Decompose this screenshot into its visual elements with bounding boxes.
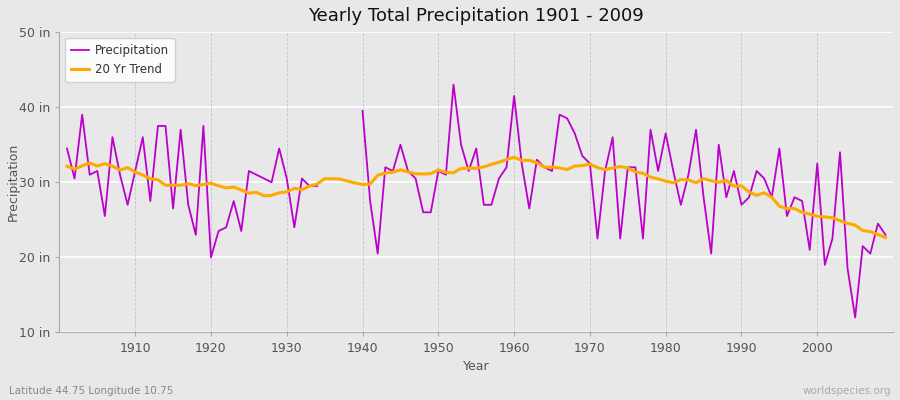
Text: worldspecies.org: worldspecies.org	[803, 386, 891, 396]
X-axis label: Year: Year	[463, 360, 490, 373]
Text: Latitude 44.75 Longitude 10.75: Latitude 44.75 Longitude 10.75	[9, 386, 174, 396]
20 Yr Trend	[501, 157, 512, 162]
20 Yr Trend	[122, 165, 133, 170]
20 Yr Trend	[508, 155, 519, 160]
Line: 20 Yr Trend: 20 Yr Trend	[67, 157, 886, 238]
Precipitation	[122, 202, 133, 207]
Precipitation	[608, 135, 618, 140]
Line: Precipitation: Precipitation	[67, 85, 886, 318]
Precipitation	[61, 146, 72, 151]
Y-axis label: Precipitation: Precipitation	[7, 143, 20, 221]
20 Yr Trend	[517, 158, 527, 163]
20 Yr Trend	[289, 186, 300, 191]
Precipitation	[508, 94, 519, 98]
Precipitation	[289, 225, 300, 230]
20 Yr Trend	[880, 235, 891, 240]
20 Yr Trend	[335, 176, 346, 181]
Precipitation	[517, 161, 527, 166]
20 Yr Trend	[61, 164, 72, 169]
Legend: Precipitation, 20 Yr Trend: Precipitation, 20 Yr Trend	[66, 38, 175, 82]
Precipitation	[880, 232, 891, 237]
Title: Yearly Total Precipitation 1901 - 2009: Yearly Total Precipitation 1901 - 2009	[309, 7, 644, 25]
20 Yr Trend	[608, 166, 618, 170]
